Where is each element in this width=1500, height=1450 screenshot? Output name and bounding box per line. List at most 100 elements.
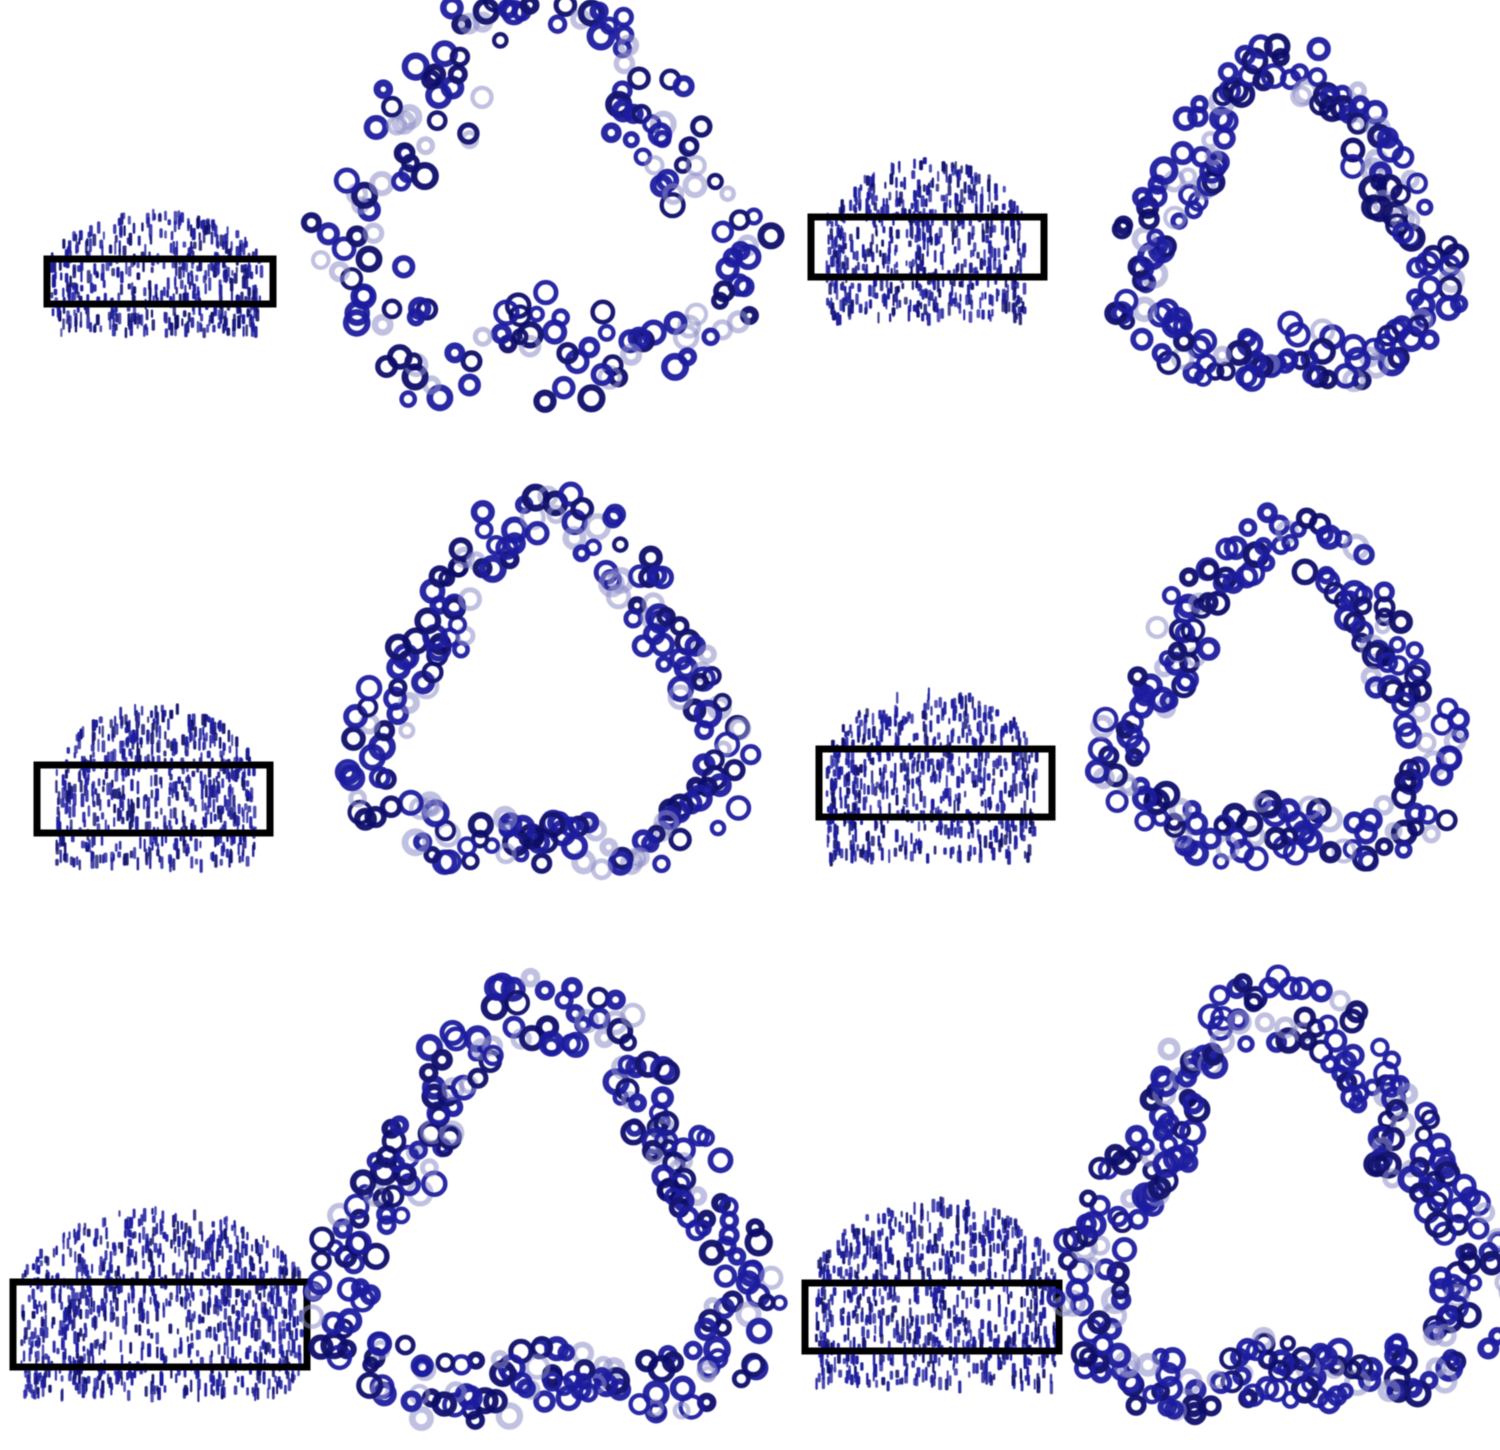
helix-bundle [475,329,490,344]
helix-segment [211,263,214,271]
helix-segment [133,847,136,859]
helix-segment [860,778,862,790]
helix-bundle [1201,562,1216,577]
helix-segment [1007,1250,1009,1260]
helix-segment [1031,830,1033,837]
helix-segment [933,302,935,311]
helix-segment [118,1210,120,1217]
helix-segment [995,1338,999,1349]
helix-segment [917,244,921,256]
helix-segment [143,1208,147,1222]
helix-bundle [435,1052,450,1067]
helix-segment [929,164,932,172]
helix-segment [992,778,995,786]
helix-segment [840,1251,844,1258]
helix-segment [855,197,858,206]
helix-segment [825,1359,828,1366]
helix-segment [952,1256,955,1264]
helix-segment [937,1228,941,1241]
helix-segment [1006,232,1009,239]
helix-segment [978,1328,981,1339]
helix-segment [152,319,155,330]
helix-segment [200,220,202,229]
helix-segment [208,319,210,326]
helix-segment [990,733,994,744]
helix-segment [827,826,829,834]
helix-segment [105,771,108,779]
helix-bundle [463,353,480,370]
helix-segment [164,231,167,239]
helix-bundle [336,170,357,191]
helix-segment [927,759,930,772]
helix-segment [236,1318,239,1330]
helix-bundle [451,67,465,81]
helix-segment [185,749,189,756]
helix-segment [943,848,947,855]
helix-segment [31,1389,35,1398]
helix-segment [865,198,868,211]
helix-segment [974,1289,978,1299]
helix-segment [829,1314,832,1322]
helix-segment [244,1267,247,1280]
helix-segment [150,710,153,718]
helix-segment [163,287,166,297]
helix-segment [890,282,893,294]
helix-segment [239,856,242,864]
helix-segment [922,1244,924,1251]
helix-segment [954,705,958,714]
helix-segment [913,159,916,169]
helix-segment [954,1368,958,1375]
helix-segment [285,1259,288,1270]
helix-segment [48,1385,51,1393]
helix-segment [202,1271,204,1278]
helix-segment [196,1370,199,1378]
helix-segment [135,816,139,830]
side-view-row-3-b [805,1196,1059,1394]
helix-segment [172,1263,174,1276]
helix-segment [934,1371,936,1380]
helix-segment [127,1217,131,1231]
helix-segment [231,1305,235,1315]
helix-segment [95,855,99,869]
helix-segment [992,225,996,233]
helix-segment [181,734,185,745]
helix-segment [923,796,926,809]
helix-segment [189,1242,192,1255]
helix-segment [131,1249,134,1258]
helix-segment [113,789,117,799]
helix-segment [845,1269,848,1277]
helix-segment [136,728,139,741]
helix-segment [846,1355,848,1368]
helix-segment [1000,769,1003,778]
helix-segment [817,1295,820,1302]
helix-segment [917,300,921,307]
helix-segment [127,799,129,807]
helix-segment [51,292,54,299]
helix-segment [980,1319,984,1329]
helix-segment [1019,260,1022,271]
helix-segment [93,812,97,826]
helix-segment [961,1310,964,1322]
helix-segment [252,1300,254,1308]
helix-segment [32,1289,35,1300]
helix-segment [815,1378,817,1390]
helix-segment [96,816,99,822]
helix-segment [203,328,206,339]
helix-segment [965,1215,968,1224]
helix-segment [167,718,170,730]
helix-segment [906,260,908,266]
helix-segment [849,200,852,212]
helix-segment [948,1268,951,1281]
helix-segment [948,1323,952,1332]
helix-segment [827,834,829,848]
helix-segment [979,853,983,863]
helix-bundle [459,839,475,855]
helix-segment [841,261,844,269]
helix-segment [908,712,910,719]
helix-segment [238,1253,241,1261]
helix-segment [988,1321,992,1334]
helix-segment [86,238,88,246]
helix-segment [983,249,985,263]
helix-segment [235,1289,239,1298]
helix-segment [855,716,858,723]
